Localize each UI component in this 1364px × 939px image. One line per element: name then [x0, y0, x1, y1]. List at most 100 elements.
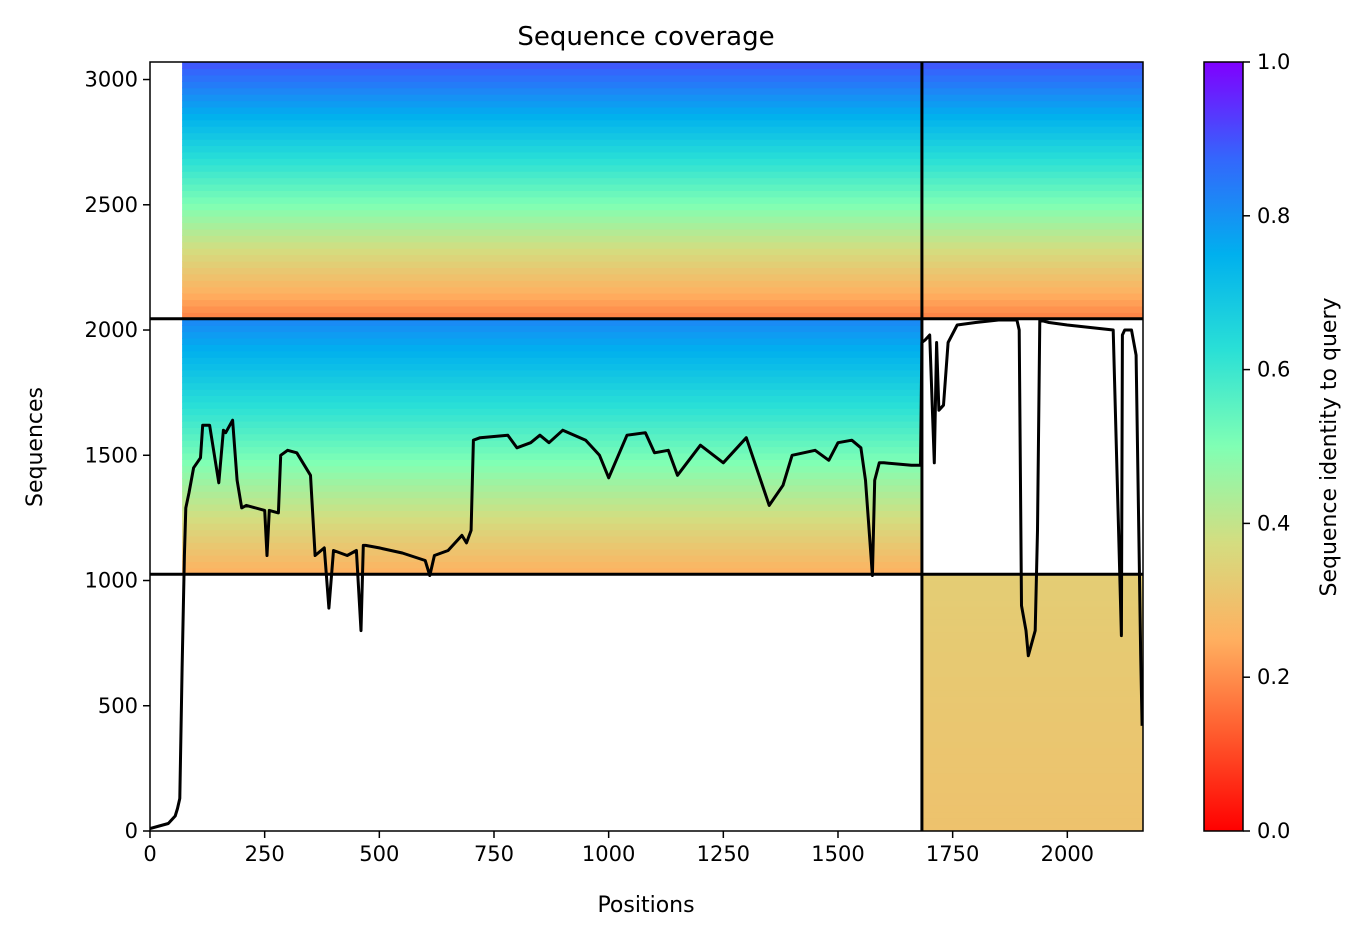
heatmap-band: [921, 741, 1143, 749]
heatmap-band: [182, 286, 922, 294]
heatmap-band: [182, 555, 922, 563]
x-axis-label: Positions: [597, 893, 694, 918]
heatmap-band: [182, 516, 922, 524]
heatmap-band: [182, 503, 922, 511]
heatmap-band: [921, 183, 1143, 191]
heatmap-band: [182, 113, 922, 121]
heatmap-band: [182, 260, 922, 269]
heatmap-band: [921, 299, 1143, 307]
heatmap-band: [921, 721, 1143, 729]
colorbar-tick-label: 0.8: [1257, 204, 1290, 228]
heatmap-band: [921, 792, 1143, 800]
heatmap-band: [182, 401, 922, 409]
y-tick-label: 2000: [85, 318, 138, 342]
y-tick-label: 3000: [85, 68, 138, 92]
heatmap-band: [921, 657, 1143, 665]
heatmap-band: [182, 203, 922, 211]
heatmap-band: [921, 676, 1143, 684]
heatmap-band: [921, 209, 1143, 217]
heatmap-band: [182, 254, 922, 262]
heatmap-band: [921, 139, 1143, 147]
x-axis: 0 250 500 750 1000 1250 1500 1750 2000: [143, 831, 1094, 866]
heatmap-band: [921, 222, 1143, 230]
heatmap-band: [182, 196, 922, 204]
heatmap-band: [182, 164, 922, 172]
heatmap-band: [182, 119, 922, 127]
heatmap-band: [182, 408, 922, 416]
heatmap-band: [921, 798, 1143, 806]
heatmap-band: [182, 452, 922, 460]
heatmap-band: [921, 248, 1143, 256]
heatmap-band: [921, 260, 1143, 269]
coverage-line: [150, 318, 1143, 830]
heatmap-band: [921, 593, 1143, 601]
heatmap-band: [182, 273, 922, 281]
y-tick-label: 1500: [85, 443, 138, 467]
heatmap-band: [182, 567, 922, 575]
heatmap-band: [182, 216, 922, 224]
x-tick-label: 2000: [1041, 842, 1094, 866]
heatmap-band: [921, 644, 1143, 652]
heatmap-band: [921, 580, 1143, 588]
colorbar-tick-label: 0.6: [1257, 358, 1290, 382]
heatmap-band: [182, 68, 922, 76]
heatmap-band: [182, 126, 922, 134]
heatmap-band: [921, 158, 1143, 166]
heatmap-band: [182, 209, 922, 217]
x-tick-label: 0: [143, 842, 156, 866]
heatmap-band: [182, 183, 922, 191]
colorbar-label: Sequence identity to query: [1317, 297, 1342, 596]
block-right-lower: [921, 574, 1143, 831]
heatmap-band: [921, 683, 1143, 691]
colorbar-tick-label: 0.0: [1257, 819, 1290, 843]
heatmap-band: [921, 177, 1143, 185]
colorbar: [1203, 61, 1244, 832]
heatmap-band: [182, 177, 922, 185]
heatmap-band: [182, 363, 922, 371]
heatmap-band: [921, 786, 1143, 794]
heatmap-band: [182, 158, 922, 166]
heatmap-band: [921, 734, 1143, 742]
heatmap-band: [182, 344, 922, 352]
heatmap-band: [921, 760, 1143, 768]
heatmap-band: [921, 574, 1143, 582]
heatmap-band: [182, 94, 922, 102]
x-tick-label: 250: [245, 842, 285, 866]
heatmap-band: [921, 702, 1143, 710]
block-right-upper: [921, 62, 1143, 320]
heatmap-band: [182, 376, 922, 384]
heatmap-band: [182, 151, 922, 159]
heatmap-band: [921, 766, 1143, 774]
heatmap-band: [921, 87, 1143, 95]
plot-frame: [149, 61, 1144, 832]
coverage-line-layer: [150, 318, 1143, 830]
colorbar-axis: 0.0 0.2 0.4 0.6 0.8 1.0: [1243, 50, 1290, 843]
heatmap-band: [921, 664, 1143, 672]
heatmap-band: [921, 62, 1143, 70]
y-tick-label: 1000: [85, 569, 138, 593]
heatmap-band: [921, 145, 1143, 153]
heatmap-band: [182, 440, 922, 448]
heatmap-band: [182, 465, 922, 473]
heatmap-band: [182, 535, 922, 543]
x-tick-label: 1750: [926, 842, 979, 866]
heatmap-band: [921, 151, 1143, 159]
heatmap-band: [182, 369, 922, 377]
heatmap-band: [921, 689, 1143, 697]
heatmap-band: [921, 773, 1143, 781]
heatmap-band: [921, 696, 1143, 704]
heatmap-band: [182, 395, 922, 403]
heatmap-band: [921, 203, 1143, 211]
heatmap-band: [182, 106, 922, 114]
heatmap-band: [921, 171, 1143, 179]
heatmap-band: [182, 305, 922, 313]
heatmap-band: [182, 484, 922, 492]
heatmap-band: [182, 510, 922, 518]
heatmap-band: [921, 106, 1143, 114]
heatmap-band: [921, 286, 1143, 294]
heatmap-band: [921, 235, 1143, 243]
colorbar-tick-label: 0.4: [1257, 511, 1290, 535]
heatmap-band: [182, 427, 922, 435]
x-tick-label: 1250: [697, 842, 750, 866]
